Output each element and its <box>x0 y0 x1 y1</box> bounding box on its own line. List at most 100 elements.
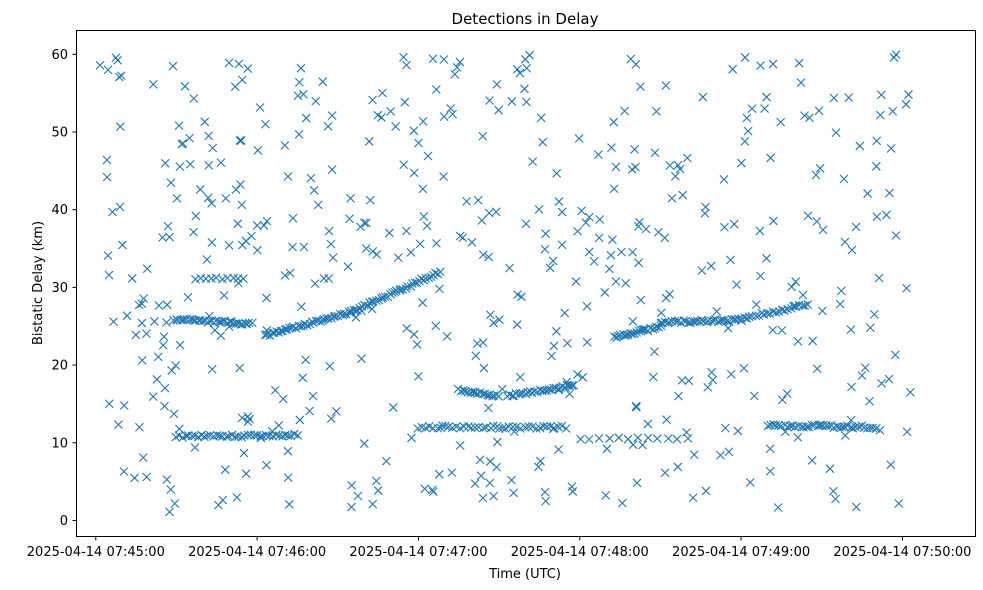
data-point-marker <box>478 423 488 433</box>
data-point-marker <box>807 456 817 465</box>
data-point-marker <box>475 455 485 465</box>
data-point-marker <box>324 314 333 323</box>
data-point-marker <box>458 386 468 395</box>
data-point-marker <box>739 363 749 373</box>
data-point-marker <box>256 433 266 443</box>
data-point-marker <box>747 311 757 321</box>
data-point-marker <box>547 351 556 361</box>
data-point-marker <box>148 392 158 401</box>
data-point-marker <box>323 121 333 131</box>
data-point-marker <box>328 253 338 263</box>
data-point-marker <box>701 202 710 212</box>
data-point-marker <box>847 382 856 392</box>
data-point-marker <box>448 109 457 119</box>
data-point-marker <box>562 377 572 387</box>
data-point-marker <box>288 242 297 252</box>
data-point-marker <box>293 91 303 101</box>
data-point-marker <box>636 295 646 305</box>
data-point-marker <box>388 403 398 412</box>
data-point-marker <box>478 131 488 141</box>
data-point-marker <box>409 126 419 136</box>
data-point-marker <box>424 273 434 283</box>
data-point-marker <box>747 104 757 114</box>
data-point-marker <box>311 96 321 106</box>
data-point-marker <box>835 299 845 309</box>
data-point-marker <box>553 422 563 432</box>
data-point-marker <box>296 63 306 73</box>
data-point-marker <box>223 273 232 283</box>
data-point-marker <box>207 198 217 208</box>
data-point-marker <box>357 306 366 316</box>
data-point-marker <box>742 113 752 123</box>
data-point-marker <box>840 431 850 440</box>
data-point-marker <box>888 106 898 116</box>
data-point-marker <box>220 465 230 475</box>
data-point-marker <box>678 190 688 200</box>
data-point-marker <box>512 64 522 74</box>
data-point-marker <box>554 445 563 454</box>
data-point-marker <box>203 193 213 203</box>
data-point-marker <box>327 111 337 121</box>
data-point-marker <box>886 460 896 470</box>
data-point-marker <box>349 305 359 315</box>
data-point-marker <box>428 487 438 497</box>
data-point-marker <box>103 251 113 260</box>
y-tick-label: 50 <box>51 126 68 141</box>
data-point-marker <box>515 68 525 78</box>
data-point-marker <box>241 236 251 246</box>
data-point-marker <box>306 173 316 183</box>
data-point-marker <box>236 136 246 145</box>
data-point-marker <box>904 90 913 99</box>
data-point-marker <box>628 247 638 257</box>
data-point-marker <box>673 160 683 170</box>
data-point-marker <box>347 502 356 512</box>
data-point-marker <box>296 302 306 312</box>
data-point-marker <box>204 160 214 170</box>
data-point-marker <box>283 446 293 456</box>
data-point-marker <box>765 466 775 476</box>
data-point-marker <box>439 112 449 122</box>
data-point-marker <box>650 347 659 356</box>
data-point-marker <box>419 212 429 221</box>
data-point-marker <box>373 486 383 495</box>
data-point-marker <box>357 354 366 364</box>
data-point-marker <box>437 421 447 430</box>
data-point-marker <box>324 226 334 236</box>
data-point-marker <box>378 88 387 98</box>
data-point-marker <box>520 84 529 94</box>
data-point-marker <box>479 363 489 373</box>
data-point-marker <box>243 64 253 73</box>
data-point-marker <box>165 232 174 242</box>
data-point-marker <box>399 160 409 170</box>
data-point-marker <box>616 247 626 257</box>
data-point-marker <box>216 331 226 340</box>
data-point-marker <box>119 467 129 476</box>
y-tick-label: 60 <box>51 48 68 63</box>
data-point-marker <box>415 239 425 249</box>
data-point-marker <box>137 299 147 309</box>
data-point-marker <box>423 151 433 161</box>
data-point-marker <box>877 378 886 388</box>
data-point-marker <box>573 370 582 379</box>
data-point-marker <box>846 423 856 432</box>
data-point-marker <box>253 145 263 155</box>
data-point-marker <box>148 79 158 89</box>
data-point-marker <box>165 507 174 517</box>
data-point-marker <box>359 439 369 448</box>
data-point-marker <box>319 274 329 283</box>
data-point-marker <box>530 386 539 396</box>
data-point-marker <box>237 413 247 423</box>
data-point-marker <box>308 391 318 401</box>
data-point-marker <box>824 421 834 431</box>
data-point-marker <box>285 268 295 278</box>
chart-title: Detections in Delay <box>452 10 599 28</box>
data-point-marker <box>278 326 288 336</box>
data-point-marker <box>160 383 170 393</box>
data-point-marker <box>409 330 419 339</box>
data-point-marker <box>760 104 769 113</box>
data-point-marker <box>602 444 612 454</box>
data-point-marker <box>636 82 645 92</box>
data-point-marker <box>190 443 200 452</box>
data-point-marker <box>256 431 266 441</box>
data-point-marker <box>255 103 265 112</box>
